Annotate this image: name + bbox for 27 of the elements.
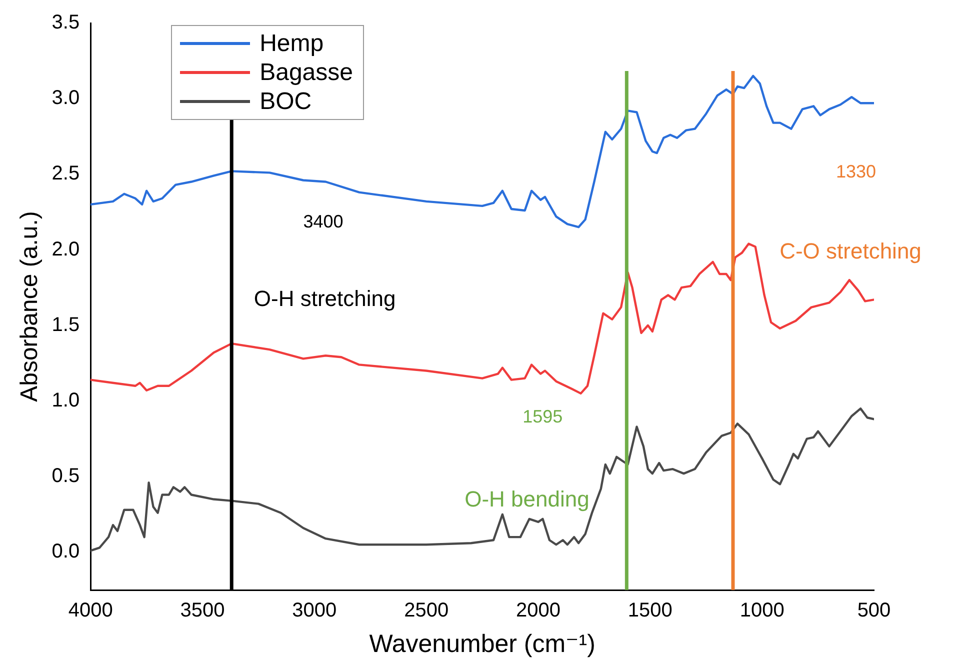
x-axis-title: Wavenumber (cm⁻¹) <box>369 630 596 658</box>
annotation: O-H stretching <box>254 286 396 311</box>
x-tick-label: 4000 <box>68 600 113 622</box>
annotation: 3400 <box>303 212 344 232</box>
y-tick-label: 3.5 <box>52 12 80 34</box>
x-tick-label: 1000 <box>740 600 784 622</box>
annotation: 1330 <box>836 162 876 182</box>
y-axis-title: Absorbance (a.u.) <box>16 211 44 402</box>
y-tick-label: 3.0 <box>52 87 80 110</box>
x-tick-label: 500 <box>857 600 891 622</box>
x-tick-label: 2500 <box>404 600 449 622</box>
legend-label: BOC <box>260 88 312 116</box>
annotation: C-O stretching <box>780 238 922 264</box>
annotation: 1595 <box>522 406 563 427</box>
x-tick-label: 3500 <box>180 600 225 622</box>
y-tick-label: 2.0 <box>52 238 80 260</box>
x-tick-label: 1500 <box>628 600 672 622</box>
x-tick-label: 3000 <box>292 600 337 622</box>
annotation: O-H bending <box>464 486 590 512</box>
y-tick-label: 0.0 <box>52 540 80 563</box>
y-tick-label: 1.0 <box>52 390 80 412</box>
legend-label: Bagasse <box>260 58 353 86</box>
legend-label: Hemp <box>260 30 324 58</box>
y-tick-label: 1.5 <box>52 314 80 336</box>
y-tick-label: 2.5 <box>52 162 80 185</box>
y-tick-label: 0.5 <box>52 465 80 488</box>
x-tick-label: 2000 <box>516 600 561 622</box>
